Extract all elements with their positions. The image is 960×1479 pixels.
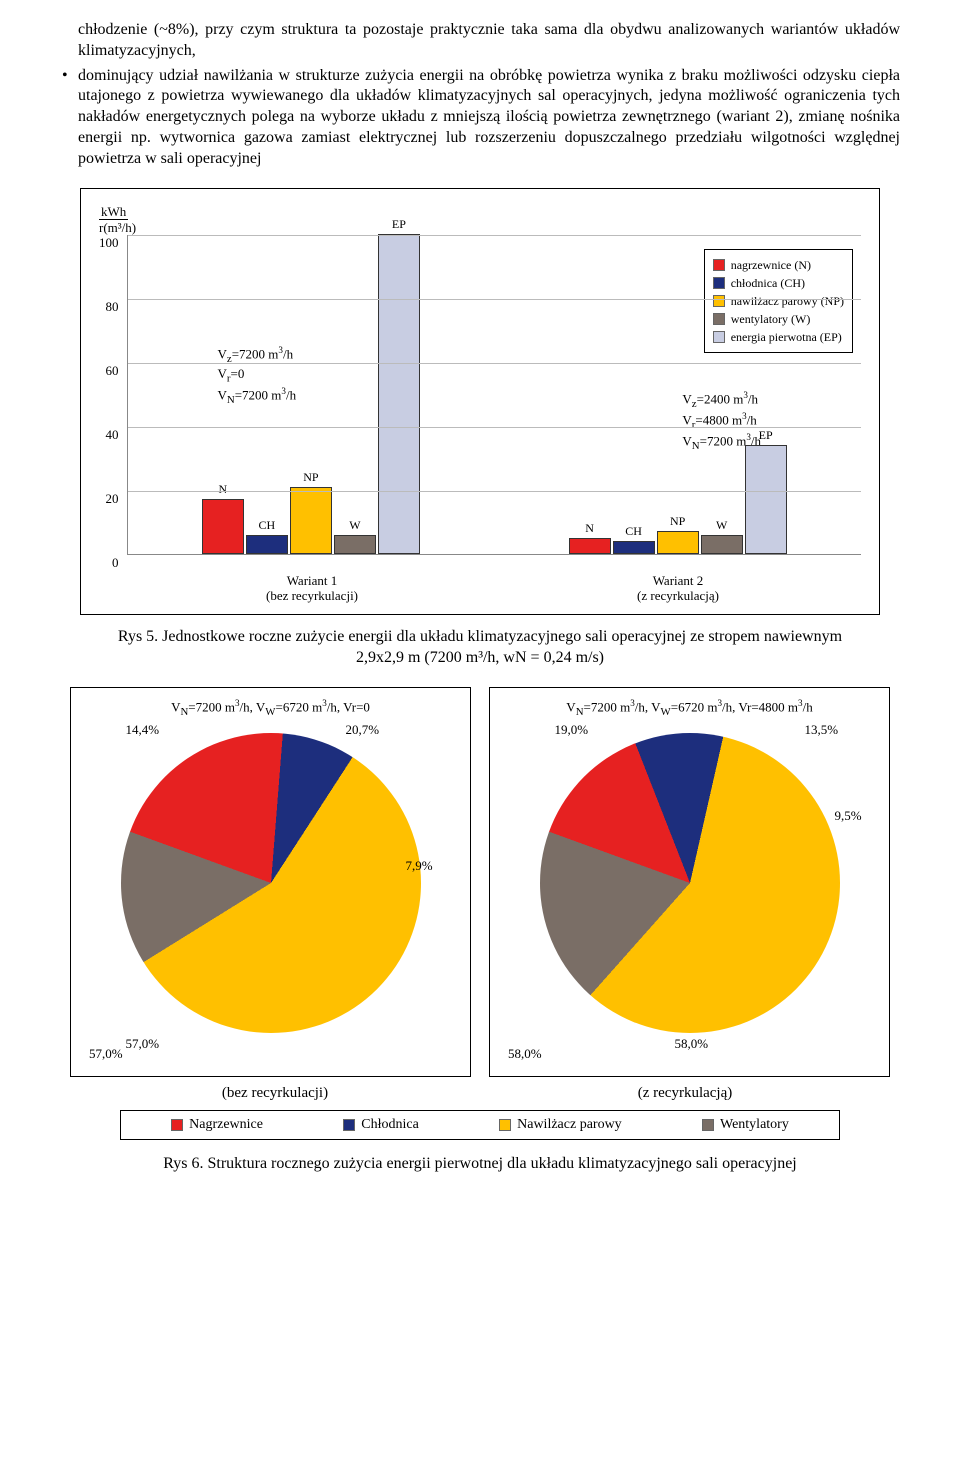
y-tick: 60 [106, 363, 121, 427]
bar-np: NP [657, 531, 699, 553]
pie-disc [121, 733, 421, 1033]
legend-swatch-icon [171, 1119, 183, 1131]
bar-ch: CH [246, 535, 288, 554]
bar-w: W [701, 535, 743, 554]
pie-slice-label: 58,0% [675, 1036, 709, 1052]
y-axis-label-top: kWh [99, 205, 128, 220]
pie-slice-label: 7,9% [406, 858, 433, 874]
pie-sublabels: (bez recyrkulacji)(z recyrkulacją) [70, 1085, 890, 1102]
pie-title: VN=7200 m3/h, VW=6720 m3/h, Vr=4800 m3/h [498, 698, 881, 718]
bar-label: NP [670, 514, 685, 529]
legend-row-label: Nagrzewnice [189, 1117, 263, 1133]
legend-row-item: Chłodnica [343, 1117, 419, 1133]
pie-slice-label: 13,5% [805, 722, 839, 738]
pie-row: VN=7200 m3/h, VW=6720 m3/h, Vr=020,7%7,9… [70, 687, 890, 1077]
bar-group: NCHNPWEP [128, 235, 495, 554]
pie-slice-label: 19,0% [555, 722, 589, 738]
bar-n: N [569, 538, 611, 554]
pie-slice-label: 14,4% [126, 722, 160, 738]
pie-slice-label: 57,0% [126, 1036, 160, 1052]
bar-n: N [202, 499, 244, 553]
bar-chart-frame: kWh r(m³/h) 100806040200 nagrzewnice (N)… [80, 188, 880, 615]
plot-area: nagrzewnice (N)chłodnica (CH)nawilżacz p… [127, 235, 862, 555]
pie-panel: VN=7200 m3/h, VW=6720 m3/h, Vr=4800 m3/h… [489, 687, 890, 1077]
figure-6-caption: Rys 6. Struktura rocznego zużycia energi… [100, 1154, 860, 1175]
bar-label: EP [392, 217, 406, 232]
x-axis-label: Wariant 2(z recyrkulacją) [495, 573, 861, 604]
bar-ch: CH [613, 541, 655, 554]
bar-np: NP [290, 487, 332, 554]
pie-wrap: 13,5%9,5%58,0%19,0% [535, 728, 845, 1038]
y-tick: 20 [106, 491, 121, 555]
bars-row: NCHNPWEPNCHNPWEP [128, 235, 862, 554]
y-tick: 100 [99, 235, 121, 299]
y-tick: 80 [106, 299, 121, 363]
pie-sublabel: (z recyrkulacją) [480, 1085, 890, 1102]
figure-5-caption: Rys 5. Jednostkowe roczne zużycie energi… [100, 627, 860, 669]
legend-row-label: Wentylatory [720, 1117, 789, 1133]
paragraph-1: chłodzenie (~8%), przy czym struktura ta… [60, 20, 900, 62]
pie-slice-label: 20,7% [346, 722, 380, 738]
pie-legend-row: Nagrzewnice Chłodnica Nawilżacz parowy Went… [120, 1110, 840, 1140]
pie-sublabel: (bez recyrkulacji) [70, 1085, 480, 1102]
pie-wrap: 20,7%7,9%57,0%14,4% [116, 728, 426, 1038]
bar-label: N [585, 521, 594, 536]
legend-row-label: Nawilżacz parowy [517, 1117, 622, 1133]
legend-row-item: Wentylatory [702, 1117, 789, 1133]
bar-label: W [349, 518, 360, 533]
bar-label: NP [303, 470, 318, 485]
bar-ep: EP [378, 234, 420, 554]
pie-slice-label: 9,5% [835, 808, 862, 824]
bar-ep: EP [745, 445, 787, 554]
pie-panel: VN=7200 m3/h, VW=6720 m3/h, Vr=020,7%7,9… [70, 687, 471, 1077]
bar-w: W [334, 535, 376, 554]
bar-label: W [716, 518, 727, 533]
y-axis-label-bottom: r(m³/h) [99, 221, 861, 235]
legend-row-item: Nawilżacz parowy [499, 1117, 622, 1133]
y-tick: 40 [106, 427, 121, 491]
legend-row-label: Chłodnica [361, 1117, 419, 1133]
bar-group: NCHNPWEP [494, 235, 861, 554]
paragraph-2-bullet: dominujący udział nawilżania w strukturz… [60, 66, 900, 170]
bar-label: EP [759, 428, 773, 443]
legend-swatch-icon [499, 1119, 511, 1131]
pie-disc [540, 733, 840, 1033]
x-axis-labels: Wariant 1(bez recyrkulacji)Wariant 2(z r… [129, 573, 861, 604]
bar-label: CH [259, 518, 276, 533]
y-tick: 0 [112, 555, 121, 569]
legend-swatch-icon [702, 1119, 714, 1131]
y-axis: 100806040200 [99, 235, 127, 569]
pie-title: VN=7200 m3/h, VW=6720 m3/h, Vr=0 [79, 698, 462, 718]
x-axis-label: Wariant 1(bez recyrkulacji) [129, 573, 495, 604]
legend-row-item: Nagrzewnice [171, 1117, 263, 1133]
legend-swatch-icon [343, 1119, 355, 1131]
bar-label: CH [625, 524, 642, 539]
